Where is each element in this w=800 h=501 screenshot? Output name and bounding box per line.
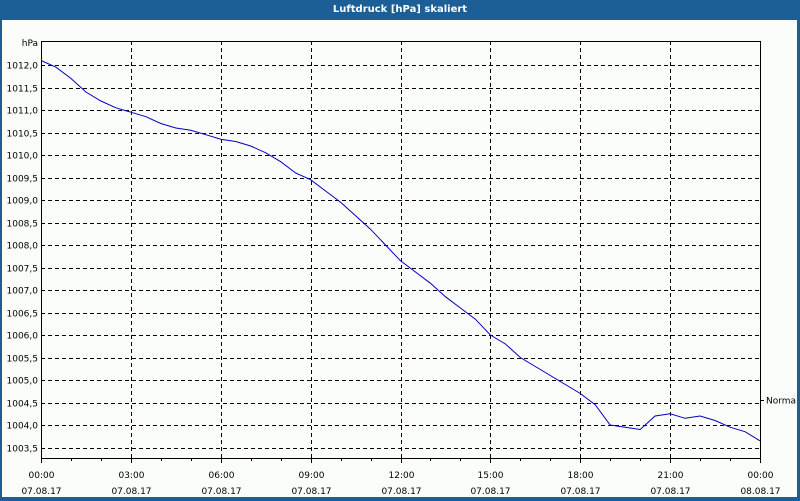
y-axis-unit: hPa xyxy=(22,39,38,49)
x-tick-time: 21:00 xyxy=(658,471,684,481)
x-tick-date: 07.08.17 xyxy=(470,487,510,497)
x-tick-date: 07.08.17 xyxy=(381,487,421,497)
y-tick-label: 1005,0 xyxy=(7,377,39,387)
y-tick-label: 1007,5 xyxy=(7,265,39,275)
y-tick-label: 1010,0 xyxy=(7,152,39,162)
y-tick-label: 1008,0 xyxy=(7,242,39,252)
x-tick-time: 03:00 xyxy=(119,471,145,481)
x-tick-time: 00:00 xyxy=(29,471,55,481)
x-tick-date: 07.08.17 xyxy=(650,487,690,497)
y-tick-label: 1008,5 xyxy=(7,220,39,230)
y-tick-label: 1010,5 xyxy=(7,130,39,140)
x-tick-date: 08.08.17 xyxy=(740,487,780,497)
chart-canvas: 1012,0 1011,5 1011,0 1010,5 1010,0 1009,5 1009… xyxy=(2,20,799,497)
y-tick-label: 1009,5 xyxy=(7,175,39,185)
x-tick-date: 07.08.17 xyxy=(560,487,600,497)
x-tick-time: 12:00 xyxy=(389,471,415,481)
x-tick-date: 07.08.17 xyxy=(201,487,241,497)
x-tick-date: 07.08.17 xyxy=(21,487,61,497)
y-tick-label: 1011,5 xyxy=(7,85,39,95)
x-tick-time: 09:00 xyxy=(299,471,325,481)
y-tick-label: 1005,5 xyxy=(7,355,39,365)
line-chart: 1012,0 1011,5 1011,0 1010,5 1010,0 1009,5 1009… xyxy=(7,39,799,497)
window-title: Luftdruck [hPa] skaliert xyxy=(332,4,468,15)
y-tick-label: 1006,0 xyxy=(7,332,39,342)
y-tick-label: 1003,5 xyxy=(7,445,39,455)
normal-marker-label: Normal xyxy=(766,397,797,407)
x-tick-date: 07.08.17 xyxy=(111,487,151,497)
pressure-series-line xyxy=(40,60,761,442)
x-tick-time: 00:00 xyxy=(748,471,774,481)
y-tick-label: 1011,0 xyxy=(7,107,39,117)
y-tick-label: 1006,5 xyxy=(7,310,39,320)
x-tick-time: 15:00 xyxy=(478,471,504,481)
y-tick-label: 1004,0 xyxy=(7,422,39,432)
x-tick-time: 06:00 xyxy=(209,471,235,481)
x-tick-time: 18:00 xyxy=(568,471,594,481)
y-tick-label: 1012,0 xyxy=(7,62,39,72)
y-tick-label: 1009,0 xyxy=(7,197,39,207)
y-tick-label: 1004,5 xyxy=(7,400,39,410)
x-tick-date: 07.08.17 xyxy=(291,487,331,497)
y-tick-label: 1007,0 xyxy=(7,287,39,297)
